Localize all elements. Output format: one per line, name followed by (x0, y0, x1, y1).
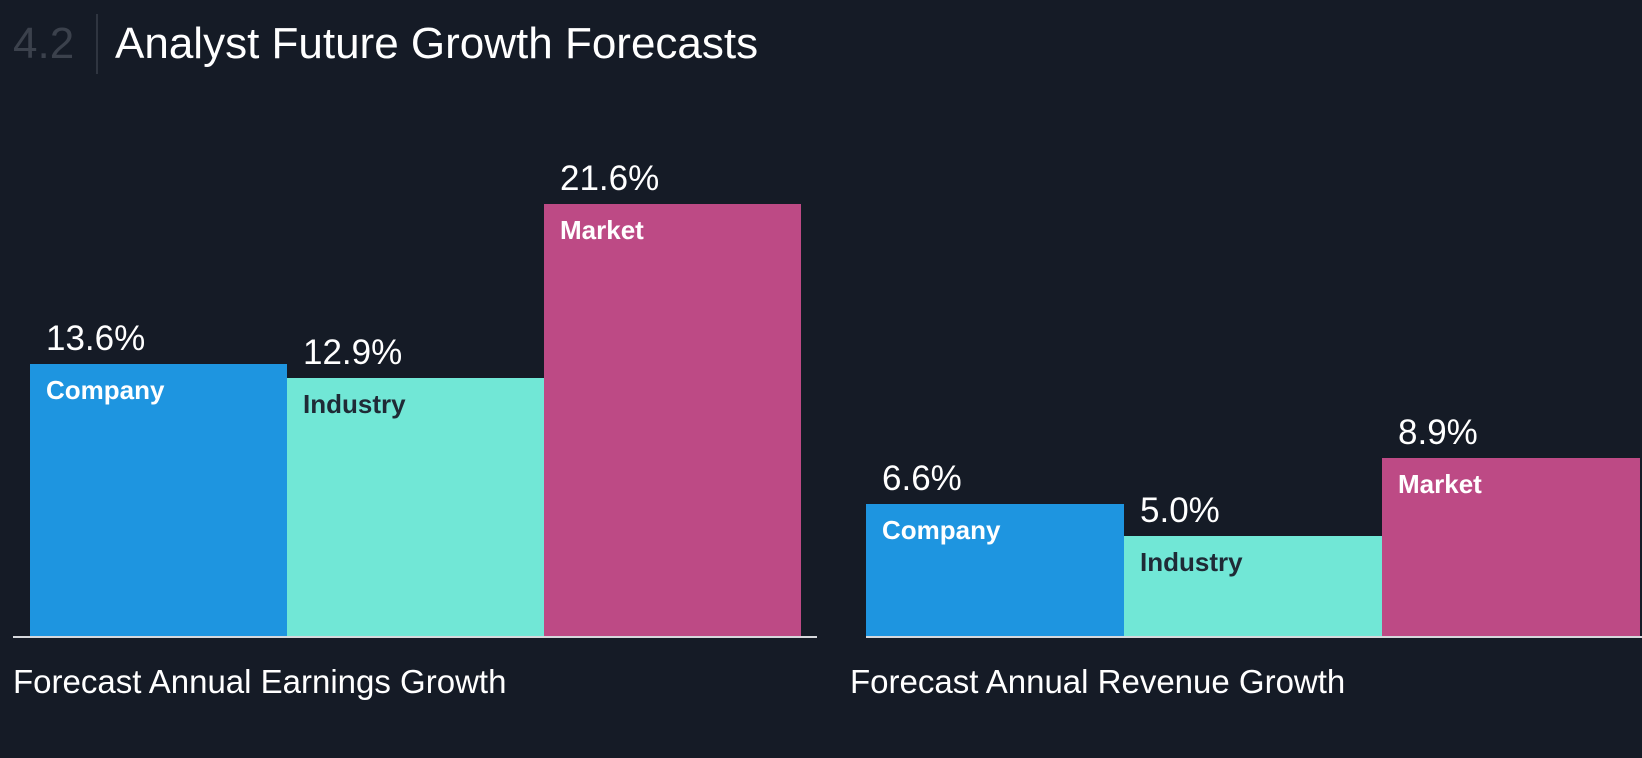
earnings-bar-market (544, 204, 801, 636)
revenue-value-label-industry: 5.0% (1140, 491, 1220, 530)
section-number: 4.2 (13, 19, 75, 68)
revenue-bar-market (1382, 458, 1640, 636)
revenue-category-label-industry: Industry (1140, 547, 1243, 577)
earnings-value-label-market: 21.6% (560, 159, 659, 198)
revenue-growth-chart: 6.6% Company 5.0% Industry 8.9% Market (866, 413, 1642, 638)
earnings-category-label-market: Market (560, 215, 644, 245)
earnings-category-label-company: Company (46, 375, 165, 405)
earnings-chart-title: Forecast Annual Earnings Growth (13, 663, 507, 700)
earnings-value-label-industry: 12.9% (303, 333, 402, 372)
earnings-chart-baseline (13, 636, 817, 638)
header-divider (96, 14, 98, 74)
section-header: 4.2 Analyst Future Growth Forecasts (0, 0, 1642, 100)
section-title: Analyst Future Growth Forecasts (115, 19, 759, 68)
earnings-growth-chart: 13.6% Company 12.9% Industry 21.6% Market (13, 159, 817, 638)
revenue-value-label-company: 6.6% (882, 459, 962, 498)
revenue-bar-company (866, 504, 1124, 636)
revenue-chart-title: Forecast Annual Revenue Growth (850, 663, 1346, 700)
revenue-category-label-company: Company (882, 515, 1001, 545)
earnings-category-label-industry: Industry (303, 389, 406, 419)
revenue-chart-baseline (866, 636, 1642, 638)
earnings-bar-industry (287, 378, 544, 636)
earnings-value-label-company: 13.6% (46, 319, 145, 358)
revenue-category-label-market: Market (1398, 469, 1482, 499)
earnings-bar-company (30, 364, 287, 636)
revenue-bar-industry (1124, 536, 1382, 636)
revenue-value-label-market: 8.9% (1398, 413, 1478, 452)
